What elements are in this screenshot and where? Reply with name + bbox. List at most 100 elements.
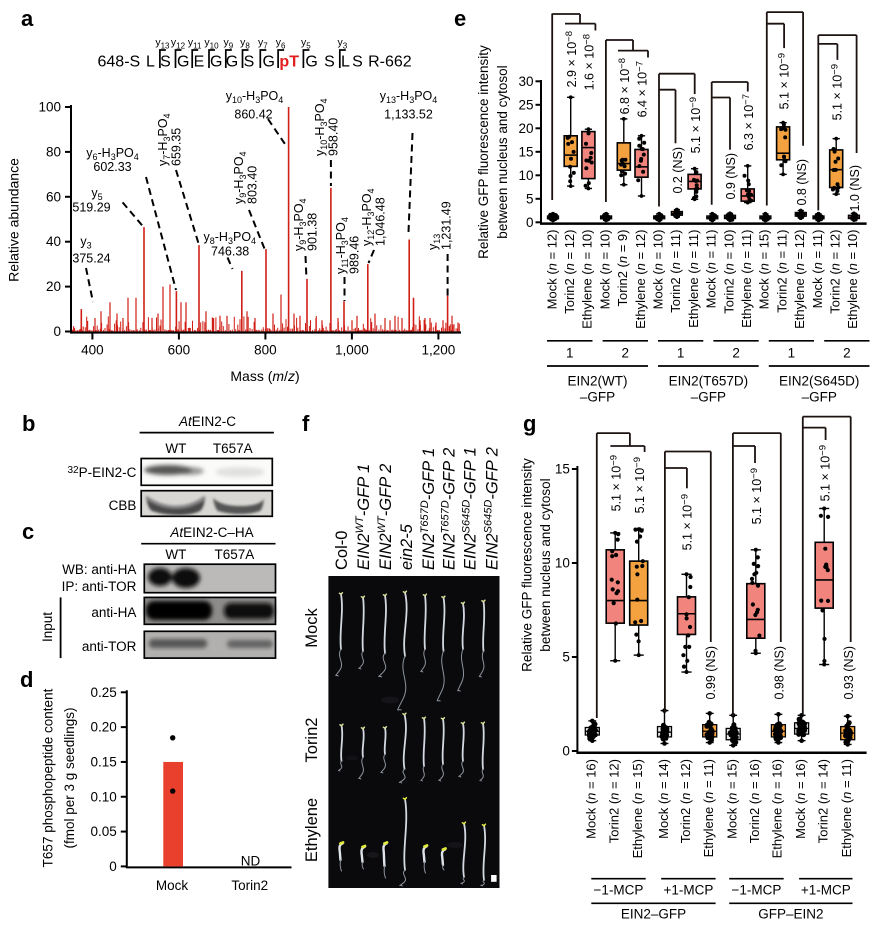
svg-text:Ethylene (n = 10): Ethylene (n = 10) <box>580 230 595 329</box>
svg-text:ein2-5: ein2-5 <box>398 523 416 570</box>
svg-text:Torin2 (n = 12): Torin2 (n = 12) <box>562 230 577 314</box>
svg-text:Ethylene (n = 12): Ethylene (n = 12) <box>792 230 807 329</box>
svg-text:EIN2S645D-GFP 2: EIN2S645D-GFP 2 <box>483 447 502 570</box>
svg-text:f: f <box>302 411 310 436</box>
svg-text:T657A: T657A <box>215 547 255 562</box>
svg-text:Mock: Mock <box>156 878 189 893</box>
svg-text:Mock: Mock <box>303 608 321 648</box>
svg-text:–GFP: –GFP <box>691 390 726 405</box>
svg-text:602.33: 602.33 <box>93 160 131 174</box>
svg-text:Mock (n = 16): Mock (n = 16) <box>584 759 599 839</box>
svg-text:EIN2(WT): EIN2(WT) <box>568 374 628 389</box>
svg-text:5.1 × 10−9: 5.1 × 10−9 <box>817 445 832 501</box>
svg-text:y13-H3PO4: y13-H3PO4 <box>380 89 438 105</box>
svg-text:y7: y7 <box>258 37 268 51</box>
svg-text:CBB: CBB <box>109 498 137 513</box>
svg-text:Torin2 (n = 12): Torin2 (n = 12) <box>828 230 843 314</box>
svg-text:0: 0 <box>526 215 534 230</box>
svg-text:600: 600 <box>168 343 191 358</box>
svg-text:Ethylene (n = 16): Ethylene (n = 16) <box>770 759 785 858</box>
svg-text:5: 5 <box>562 650 570 665</box>
svg-text:Col-0: Col-0 <box>333 531 351 570</box>
svg-text:10: 10 <box>518 168 533 183</box>
svg-text:2: 2 <box>622 346 630 361</box>
svg-text:0.98 (NS): 0.98 (NS) <box>773 646 787 700</box>
svg-text:100: 100 <box>38 100 61 115</box>
svg-text:AtEIN2-C–HA: AtEIN2-C–HA <box>169 525 253 540</box>
svg-text:EIN2WT-GFP 1: EIN2WT-GFP 1 <box>354 464 373 570</box>
svg-text:y5: y5 <box>91 186 102 202</box>
svg-text:20: 20 <box>518 121 533 136</box>
svg-text:d: d <box>20 667 33 692</box>
svg-text:Input: Input <box>40 612 55 642</box>
svg-text:375.24: 375.24 <box>72 252 110 266</box>
svg-text:y9: y9 <box>223 37 233 51</box>
svg-text:Ethylene (n = 10): Ethylene (n = 10) <box>845 230 860 329</box>
svg-text:WB: anti-HA: WB: anti-HA <box>62 562 136 577</box>
svg-text:989.46: 989.46 <box>348 236 362 274</box>
svg-text:Mock (n = 14): Mock (n = 14) <box>656 759 671 839</box>
svg-text:Mass (m/z): Mass (m/z) <box>230 368 299 384</box>
svg-text:1,200: 1,200 <box>422 343 456 358</box>
svg-text:S: S <box>244 54 255 71</box>
svg-text:Mock (n = 15): Mock (n = 15) <box>725 759 740 839</box>
svg-text:WT: WT <box>165 547 186 562</box>
svg-text:6.8 × 10−8: 6.8 × 10−8 <box>617 58 632 114</box>
svg-text:1: 1 <box>566 346 574 361</box>
svg-text:+1-MCP: +1-MCP <box>663 883 713 898</box>
svg-text:Mock (n = 15): Mock (n = 15) <box>757 230 772 310</box>
svg-text:Torin2 (n = 12): Torin2 (n = 12) <box>607 759 622 843</box>
svg-text:Mock (n = 10): Mock (n = 10) <box>651 230 666 310</box>
svg-text:400: 400 <box>81 343 104 358</box>
svg-text:0.20: 0.20 <box>91 720 117 735</box>
svg-text:G: G <box>177 54 189 71</box>
svg-text:25: 25 <box>518 97 533 112</box>
svg-text:958.40: 958.40 <box>327 118 341 156</box>
svg-text:a: a <box>21 6 34 31</box>
svg-text:0.8 (NS): 0.8 (NS) <box>795 159 809 206</box>
svg-text:EIN2WT-GFP 2: EIN2WT-GFP 2 <box>376 464 395 570</box>
svg-text:Ethylene (n = 15): Ethylene (n = 15) <box>630 759 645 858</box>
svg-text:0.10: 0.10 <box>91 789 117 804</box>
svg-text:anti-HA: anti-HA <box>91 605 136 620</box>
svg-text:T657A: T657A <box>213 441 253 456</box>
svg-text:y8-H3PO4: y8-H3PO4 <box>204 230 257 246</box>
svg-text:E: E <box>194 54 205 71</box>
svg-text:1,000: 1,000 <box>335 343 369 358</box>
svg-text:6.3 × 10−7: 6.3 × 10−7 <box>741 94 756 150</box>
svg-text:6.4 × 10−7: 6.4 × 10−7 <box>635 61 650 117</box>
svg-text:746.38: 746.38 <box>211 245 249 259</box>
svg-text:y9-H3PO4: y9-H3PO4 <box>232 151 248 204</box>
svg-text:Ethylene (n = 11): Ethylene (n = 11) <box>739 230 754 328</box>
svg-text:Mock (n = 11): Mock (n = 11) <box>704 230 719 309</box>
svg-text:803.40: 803.40 <box>246 166 260 204</box>
svg-text:Torin2: Torin2 <box>231 878 268 893</box>
svg-text:60: 60 <box>46 189 61 204</box>
svg-text:G: G <box>262 54 274 71</box>
svg-text:1.0 (NS): 1.0 (NS) <box>848 165 862 212</box>
svg-text:EIN2T657D-GFP 1: EIN2T657D-GFP 1 <box>419 448 438 570</box>
svg-text:5.1 × 10−9: 5.1 × 10−9 <box>680 494 695 550</box>
svg-text:–GFP: –GFP <box>580 390 615 405</box>
svg-text:519.29: 519.29 <box>72 201 110 215</box>
svg-text:−1-MCP: −1-MCP <box>594 883 644 898</box>
svg-text:1: 1 <box>677 346 685 361</box>
svg-text:L: L <box>341 54 350 71</box>
svg-text:AtEIN2-C: AtEIN2-C <box>178 414 236 429</box>
svg-text:G: G <box>226 54 238 71</box>
svg-text:y7-H3PO4: y7-H3PO4 <box>156 113 172 166</box>
svg-text:G: G <box>305 54 317 71</box>
svg-text:S: S <box>160 54 171 71</box>
svg-text:40: 40 <box>46 234 61 249</box>
svg-text:Relative abundance: Relative abundance <box>6 158 22 282</box>
svg-text:y8: y8 <box>240 37 250 51</box>
svg-text:0.15: 0.15 <box>91 754 117 769</box>
svg-text:L: L <box>146 54 155 71</box>
svg-text:b: b <box>22 411 35 436</box>
svg-text:y3: y3 <box>80 235 91 251</box>
svg-text:y9-H3PO4: y9-H3PO4 <box>292 198 308 251</box>
svg-text:1,046.48: 1,046.48 <box>374 197 388 246</box>
svg-text:2: 2 <box>732 346 740 361</box>
svg-text:15: 15 <box>555 462 570 477</box>
svg-text:Torin2 (n = 12): Torin2 (n = 12) <box>678 759 693 843</box>
